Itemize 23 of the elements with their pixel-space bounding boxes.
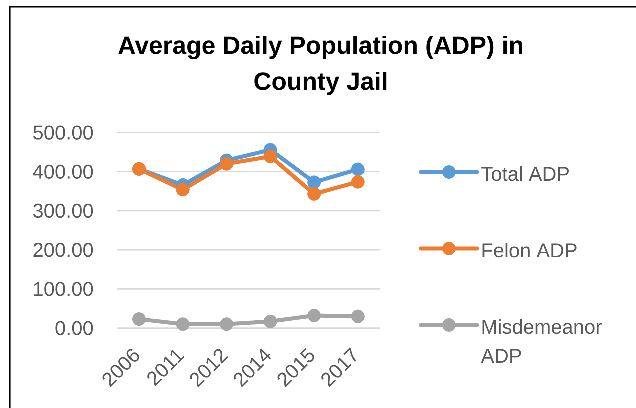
point [351,310,365,324]
point [264,150,278,164]
point [308,187,322,201]
point [351,162,365,176]
legend-label: Total ADP [482,166,569,182]
y-tick-label: 200.00 [34,243,94,258]
y-tick-label: 400.00 [33,164,94,179]
legend-label: Felon ADP [482,242,577,258]
point [351,175,365,189]
point [220,318,234,332]
y-tick-label: 500.00 [34,126,94,140]
legend-label: Misdemeanor ADP [481,319,602,363]
point [308,176,322,190]
point [308,309,322,323]
point [176,183,190,197]
point [264,314,278,328]
chart-title: Average Daily Population (ADP) in County Jail [118,36,522,96]
y-tick-label: 100.00 [34,282,94,296]
point [132,312,146,326]
point [220,157,234,171]
y-tick-label: 0.00 [56,321,94,336]
point [176,318,190,332]
y-tick-label: 300.00 [33,204,94,218]
